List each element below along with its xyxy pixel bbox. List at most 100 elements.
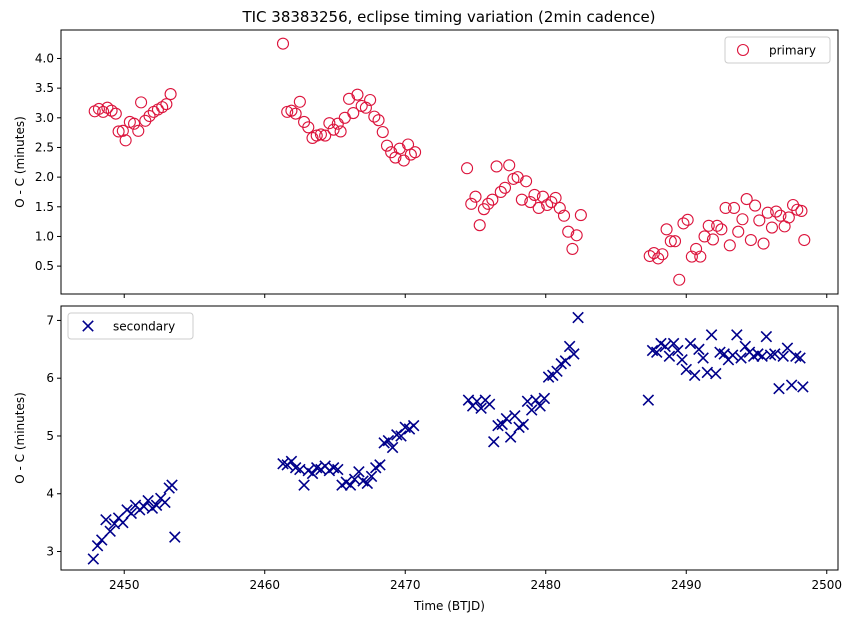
- primary-point: [668, 235, 682, 248]
- secondary-point: [159, 496, 171, 509]
- primary-point: [570, 229, 583, 242]
- primary-point: [334, 125, 347, 138]
- bottom-x-tick-label: 2480: [530, 578, 561, 592]
- bottom-x-tick-label: 2460: [249, 578, 280, 592]
- primary-point: [685, 250, 698, 263]
- primary-point: [160, 98, 173, 111]
- secondary-point: [142, 494, 154, 507]
- secondary-point: [332, 463, 344, 476]
- secondary-point: [739, 340, 752, 353]
- primary-point: [652, 252, 665, 265]
- primary-point: [135, 96, 148, 109]
- bottom-y-tick-label: 3: [46, 545, 54, 559]
- primary-point: [782, 211, 795, 224]
- primary-point: [139, 114, 152, 127]
- secondary-point: [344, 479, 357, 491]
- bottom-y-axis-label: O - C (minutes): [13, 392, 27, 484]
- primary-point: [461, 162, 474, 175]
- primary-point: [690, 242, 703, 255]
- primary-point: [128, 117, 141, 130]
- primary-point: [723, 239, 736, 252]
- secondary-point: [353, 466, 365, 478]
- secondary-point: [693, 343, 705, 356]
- primary-point: [397, 154, 410, 167]
- primary-point: [765, 221, 779, 234]
- secondary-point: [672, 344, 684, 357]
- primary-point: [92, 102, 105, 115]
- legend-marker-secondary: [82, 320, 94, 332]
- primary-point: [715, 223, 728, 236]
- secondary-point: [496, 418, 508, 431]
- primary-point: [761, 206, 774, 219]
- secondary-point: [764, 349, 777, 361]
- secondary-point: [794, 352, 806, 364]
- secondary-point: [306, 467, 319, 480]
- legend-box: [724, 36, 831, 64]
- primary-point: [574, 209, 587, 222]
- top-axes-frame: [60, 29, 839, 295]
- legend-label-primary: primary: [769, 44, 816, 58]
- bottom-y-tick-label: 4: [46, 487, 54, 501]
- primary-point: [566, 242, 579, 255]
- primary-point: [753, 214, 766, 227]
- secondary-point: [568, 348, 580, 360]
- secondary-point: [551, 365, 563, 378]
- primary-point: [494, 185, 507, 199]
- bottom-x-axis-label: Time (BTJD): [413, 599, 485, 613]
- primary-point: [101, 101, 114, 114]
- secondary-point: [760, 330, 773, 343]
- primary-point: [372, 114, 385, 127]
- top-y-axis-label: O - C (minutes): [13, 116, 27, 208]
- secondary-point: [773, 382, 785, 395]
- primary-point: [795, 204, 808, 217]
- primary-point: [643, 249, 656, 263]
- secondary-point: [769, 348, 781, 360]
- secondary-point: [709, 367, 722, 380]
- secondary-point: [104, 525, 116, 538]
- bottom-panel: 3 4 5 6 7 2450 2460 2470 2480 2490 2500 O - C (minu…: [13, 305, 842, 613]
- primary-point: [132, 124, 145, 137]
- primary-point: [119, 134, 132, 147]
- secondary-point: [361, 477, 374, 490]
- primary-point: [289, 107, 302, 120]
- secondary-point: [563, 340, 576, 353]
- secondary-point: [667, 337, 680, 350]
- secondary-point: [688, 369, 701, 382]
- secondary-point: [374, 459, 386, 471]
- primary-point: [711, 219, 724, 232]
- primary-point: [323, 117, 336, 130]
- top-y-tick-label: 1.5: [35, 200, 54, 214]
- secondary-point: [785, 379, 798, 391]
- bottom-x-tick-label: 2470: [390, 578, 421, 592]
- bottom-axes-frame: [60, 305, 839, 571]
- primary-point: [482, 197, 495, 210]
- secondary-point: [475, 402, 487, 415]
- primary-point: [302, 121, 315, 134]
- primary-point: [327, 123, 340, 136]
- secondary-point: [100, 513, 112, 526]
- secondary-point: [559, 355, 572, 367]
- primary-point: [732, 225, 745, 238]
- primary-point: [740, 193, 753, 206]
- primary-point: [545, 195, 558, 209]
- primary-point: [143, 109, 156, 123]
- secondary-point: [684, 337, 697, 350]
- secondary-point: [382, 434, 395, 447]
- primary-point: [798, 233, 811, 247]
- top-panel: 0.5 1.0 1.5 2.0 2.5 3.0 3.5 4.0 O - C (minutes) p…: [13, 29, 839, 298]
- primary-point: [774, 209, 787, 222]
- secondary-point: [797, 381, 809, 393]
- secondary-point: [777, 350, 789, 363]
- primary-point: [702, 219, 715, 232]
- secondary-point: [492, 419, 504, 432]
- primary-point: [351, 88, 364, 101]
- primary-point: [660, 223, 673, 236]
- secondary-point: [663, 350, 676, 363]
- top-y-tick-label: 2.5: [35, 140, 54, 154]
- primary-point: [524, 195, 537, 209]
- primary-point: [285, 104, 298, 117]
- secondary-point: [680, 363, 693, 376]
- primary-point: [364, 93, 377, 107]
- primary-point: [744, 233, 757, 247]
- primary-point: [656, 248, 669, 261]
